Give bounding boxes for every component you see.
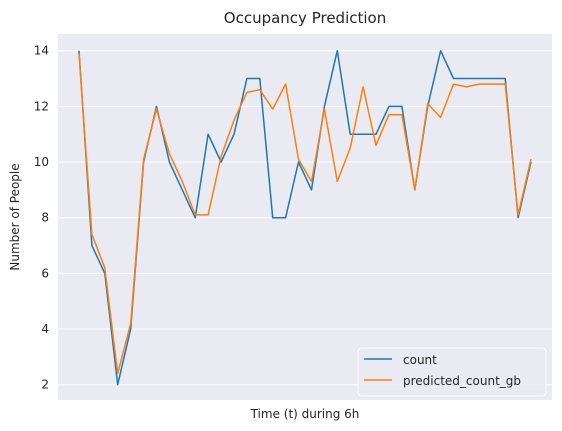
x-axis-label: Time (t) during 6h (250, 407, 360, 421)
legend-box (357, 347, 547, 397)
y-tick-label: 6 (41, 266, 49, 280)
y-axis-label: Number of People (8, 163, 22, 270)
y-tick-label: 2 (41, 378, 49, 392)
plot-background (58, 34, 552, 400)
y-tick-label: 10 (34, 155, 49, 169)
y-tick-label: 8 (41, 211, 49, 225)
series-layer (78, 49, 532, 386)
y-tick-label: 12 (34, 99, 49, 113)
series-line-predicted-count-gb (78, 53, 532, 375)
gridlines (58, 50, 552, 386)
y-tick-label: 14 (34, 44, 49, 58)
y-tick-label: 4 (41, 322, 49, 336)
legend-label-predicted: predicted_count_gb (403, 374, 521, 388)
chart-title: Occupancy Prediction (224, 9, 386, 27)
legend: count predicted_count_gb (357, 347, 547, 397)
y-ticks: 2 4 6 8 10 12 14 (34, 44, 49, 392)
legend-label-count: count (403, 353, 437, 367)
